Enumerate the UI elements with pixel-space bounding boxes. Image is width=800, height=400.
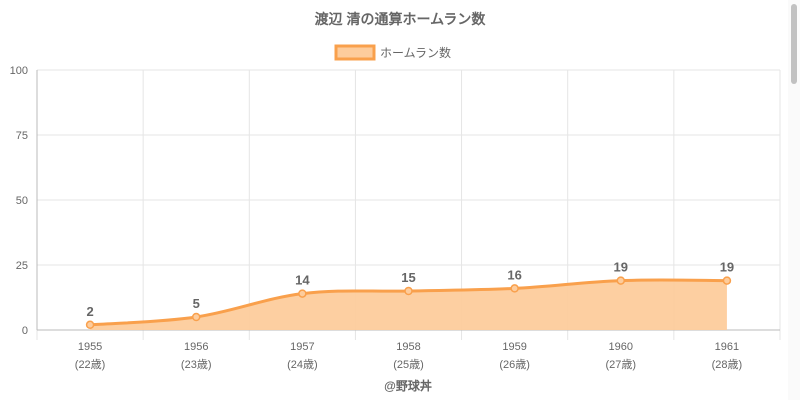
series-area	[90, 279, 727, 330]
data-point-0	[85, 320, 95, 330]
x-tick-sublabel-1: (23歳)	[181, 358, 212, 371]
y-tick-label-1: 25	[16, 260, 28, 272]
data-label-5: 19	[614, 260, 628, 275]
scrollbar-thumb[interactable]	[791, 4, 797, 84]
x-tick-label-0: 1955	[78, 341, 102, 353]
data-label-2: 14	[295, 273, 310, 288]
x-tick-sublabel-5: (27歳)	[606, 358, 637, 371]
data-point-2	[298, 289, 307, 298]
data-label-6: 19	[720, 260, 734, 275]
x-tick-sublabel-4: (26歳)	[499, 358, 530, 371]
legend-swatch	[334, 44, 376, 61]
x-tick-sublabel-0: (22歳)	[75, 358, 106, 371]
y-tick-label-2: 50	[16, 195, 28, 207]
y-tick-label-3: 75	[16, 130, 28, 142]
y-tick-label-0: 0	[22, 325, 28, 337]
data-label-3: 15	[401, 270, 415, 285]
data-label-0: 2	[86, 304, 93, 319]
credit-label: @野球丼	[384, 378, 432, 393]
scrollbar[interactable]	[788, 0, 800, 400]
data-label-4: 16	[507, 267, 521, 282]
x-tick-sublabel-6: (28歳)	[712, 358, 743, 371]
x-tick-label-2: 1957	[290, 341, 314, 353]
x-axis: 1955 (22歳) 1956 (23歳) 1957 (24歳) 1958 (25歳) 1959…	[75, 341, 742, 371]
series-points	[85, 276, 732, 330]
x-tick-label-5: 1960	[609, 341, 633, 353]
data-point-6	[722, 276, 732, 285]
data-labels: 2 5 14 15 16 19 19	[86, 260, 734, 319]
x-tick-label-1: 1956	[184, 341, 208, 353]
grid	[36, 69, 781, 340]
x-tick-label-4: 1959	[502, 341, 526, 353]
data-point-4	[510, 284, 519, 293]
y-tick-label-4: 100	[10, 65, 28, 77]
legend[interactable]: ホームラン数	[334, 44, 451, 61]
data-label-1: 5	[193, 296, 200, 311]
data-point-1	[191, 312, 201, 322]
data-point-3	[404, 286, 413, 296]
x-tick-label-6: 1961	[715, 341, 739, 353]
x-tick-sublabel-2: (24歳)	[287, 358, 318, 371]
x-tick-label-3: 1958	[396, 341, 420, 353]
legend-label: ホームラン数	[380, 45, 451, 60]
y-axis: 0 25 50 75 100	[10, 65, 28, 337]
chart-title: 渡辺 清の通算ホームラン数	[315, 11, 487, 27]
x-tick-sublabel-3: (25歳)	[393, 358, 424, 371]
data-point-5	[616, 276, 626, 285]
